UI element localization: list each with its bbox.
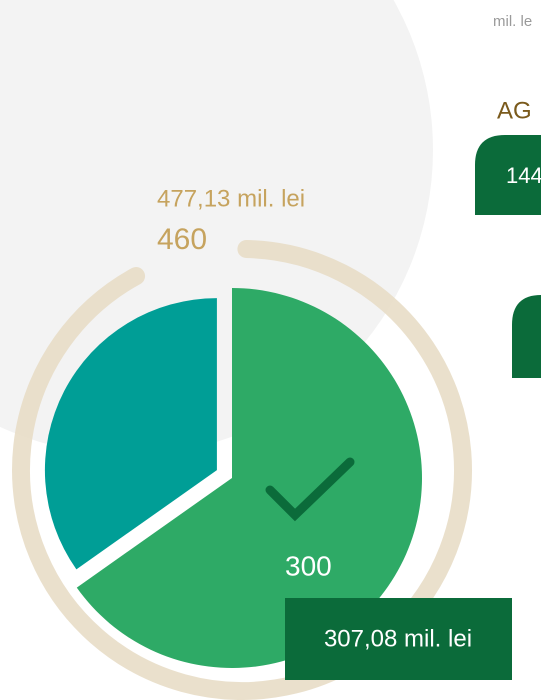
side-box	[512, 295, 541, 378]
unit-text: mil. le	[493, 13, 532, 30]
check-icon	[265, 457, 355, 522]
total-value: 460	[157, 223, 207, 256]
pie-slice	[44, 298, 217, 570]
amount-label: 307,08 mil. lei	[324, 625, 472, 652]
slice-label: 300	[285, 550, 332, 581]
heading-text: AG	[497, 97, 532, 124]
total-label: 477,13 mil. lei	[157, 185, 305, 212]
pie-group	[12, 240, 472, 700]
total-ring	[12, 240, 472, 700]
side-box	[475, 135, 541, 215]
pie-slice	[76, 288, 423, 668]
amount-box	[285, 598, 512, 680]
side-box-text: 144	[506, 163, 541, 188]
